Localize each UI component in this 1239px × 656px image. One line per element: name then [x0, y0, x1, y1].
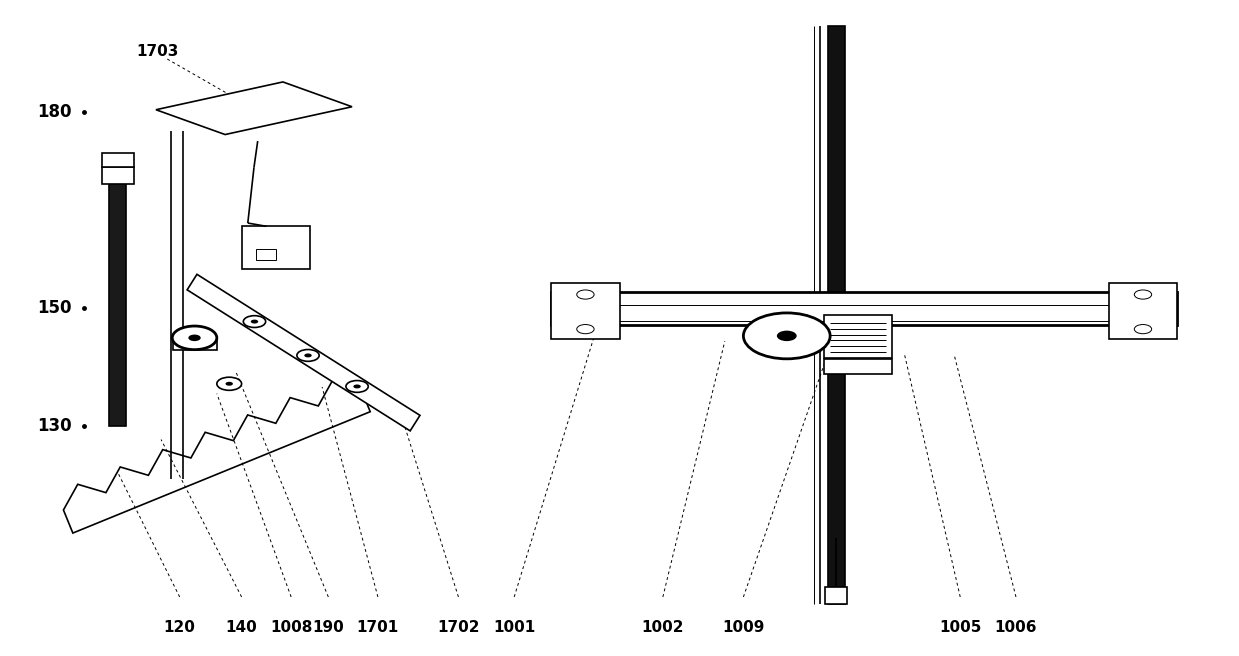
- Text: 180: 180: [37, 102, 72, 121]
- Bar: [551, 283, 620, 339]
- Circle shape: [243, 316, 265, 327]
- Bar: [1109, 283, 1177, 339]
- Bar: [109, 177, 126, 426]
- Text: 1008: 1008: [270, 620, 312, 635]
- Polygon shape: [156, 82, 352, 134]
- Text: 1001: 1001: [493, 620, 535, 635]
- Circle shape: [1135, 325, 1151, 334]
- Circle shape: [1135, 290, 1151, 299]
- Circle shape: [225, 382, 233, 386]
- Text: 190: 190: [312, 620, 344, 635]
- Circle shape: [576, 290, 595, 299]
- Circle shape: [353, 384, 361, 388]
- Bar: [824, 315, 892, 358]
- Text: 120: 120: [164, 620, 196, 635]
- Text: 1702: 1702: [437, 620, 479, 635]
- Text: 1006: 1006: [995, 620, 1037, 635]
- Bar: [551, 292, 1177, 325]
- Bar: [102, 153, 134, 167]
- Text: 1002: 1002: [642, 620, 684, 635]
- Circle shape: [346, 380, 368, 392]
- Text: 150: 150: [37, 299, 72, 318]
- Text: 1701: 1701: [357, 620, 399, 635]
- Text: 140: 140: [225, 620, 258, 635]
- Polygon shape: [187, 274, 420, 431]
- Bar: [102, 167, 134, 184]
- Text: 1703: 1703: [136, 44, 178, 59]
- Bar: [242, 226, 310, 269]
- Circle shape: [777, 331, 797, 341]
- Circle shape: [297, 350, 320, 361]
- Bar: [825, 587, 847, 604]
- Circle shape: [250, 319, 258, 323]
- Text: 130: 130: [37, 417, 72, 436]
- Circle shape: [188, 335, 201, 341]
- Circle shape: [743, 313, 830, 359]
- Text: 1009: 1009: [722, 620, 764, 635]
- Polygon shape: [63, 380, 370, 533]
- Circle shape: [172, 326, 217, 350]
- Bar: [824, 359, 892, 374]
- Bar: [256, 249, 276, 260]
- Circle shape: [217, 377, 242, 390]
- Text: 1005: 1005: [939, 620, 981, 635]
- Bar: [173, 337, 217, 350]
- Circle shape: [576, 325, 595, 334]
- Circle shape: [305, 354, 312, 358]
- Bar: [828, 26, 845, 604]
